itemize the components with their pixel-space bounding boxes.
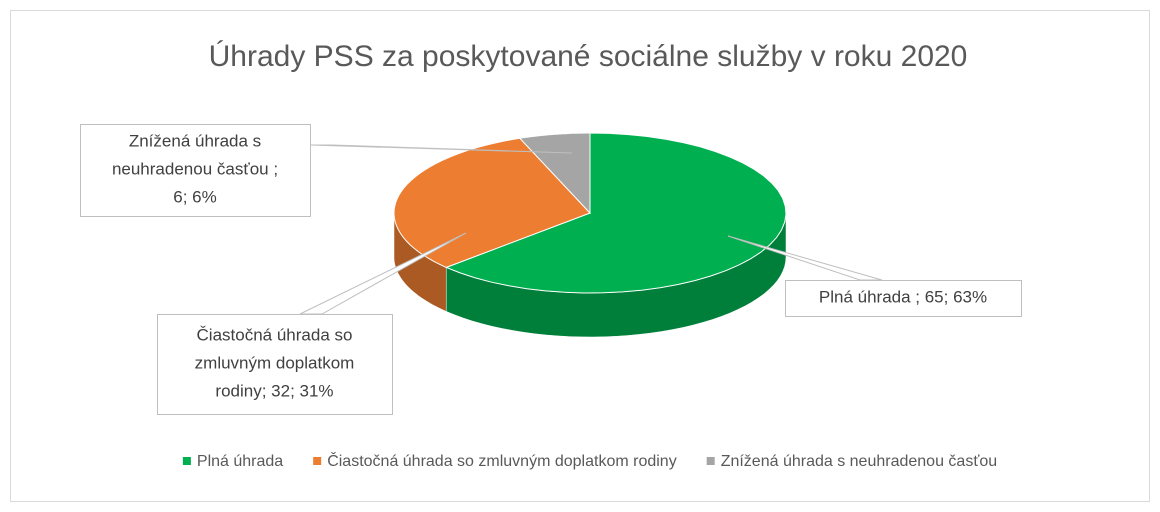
legend-swatch bbox=[313, 457, 322, 465]
data-label: zmluvným doplatkom bbox=[195, 353, 355, 372]
data-label: Plná úhrada ; 65; 63% bbox=[819, 287, 987, 306]
legend-swatch bbox=[182, 457, 191, 465]
data-label: Čiastočná úhrada so bbox=[197, 325, 353, 344]
leader-line bbox=[309, 144, 573, 154]
data-label-box bbox=[157, 314, 393, 415]
slice bbox=[518, 132, 591, 215]
legend-label: Znížená úhrada s neuhradenou časťou bbox=[721, 453, 997, 470]
legend-label: Čiastočná úhrada so zmluvným doplatkom r… bbox=[327, 451, 677, 470]
chart-title: Úhrady PSS za poskytované sociálne služb… bbox=[209, 40, 968, 73]
data-label: 6; 6% bbox=[173, 187, 216, 206]
data-label-box bbox=[80, 124, 311, 217]
data-label: rodiny; 32; 31% bbox=[215, 381, 333, 400]
data-label: neuhradenou časťou ; bbox=[112, 159, 278, 178]
data-label-box bbox=[785, 280, 1022, 317]
slice bbox=[444, 132, 787, 294]
data-label: Znížená úhrada s bbox=[129, 131, 261, 150]
legend-swatch bbox=[706, 457, 715, 465]
legend-label: Plná úhrada bbox=[197, 453, 283, 470]
